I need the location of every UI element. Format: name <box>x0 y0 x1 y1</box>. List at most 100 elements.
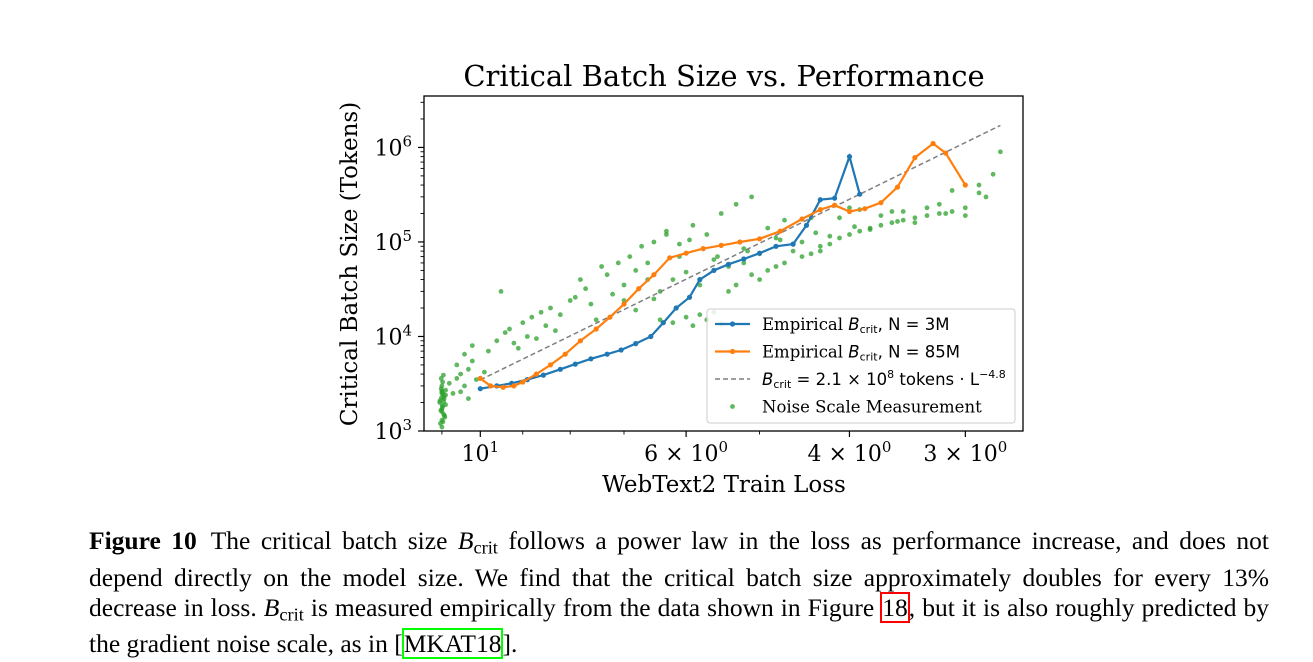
legend: Empirical Bcrit, N = 3M Empirical Bcrit, … <box>706 308 1016 424</box>
noise-scale-point <box>502 330 508 335</box>
y-tick-label: 105 <box>374 227 412 256</box>
caption-text-1: The critical batch size <box>210 526 458 555</box>
series-point <box>718 242 724 248</box>
citation-link[interactable]: MKAT18 <box>401 628 504 660</box>
noise-scale-point <box>670 277 676 282</box>
chart-marks <box>437 124 1003 430</box>
noise-scale-point <box>749 194 754 200</box>
noise-scale-point <box>749 272 754 278</box>
noise-scale-point <box>683 314 689 320</box>
noise-scale-point <box>578 277 583 282</box>
chart-title: Critical Batch Size vs. Performance <box>463 59 984 93</box>
x-axis-label: WebText2 Train Loss <box>602 472 846 498</box>
noise-scale-point <box>912 215 918 221</box>
series-point <box>846 154 853 160</box>
noise-scale-point <box>599 264 604 269</box>
figure-reference-link[interactable]: 18 <box>880 591 910 623</box>
noise-scale-point <box>733 282 739 288</box>
series-point <box>697 277 703 283</box>
series-point <box>773 243 779 249</box>
series-point <box>557 366 563 372</box>
series-point <box>817 197 823 203</box>
noise-scale-point <box>670 320 676 326</box>
noise-scale-point <box>847 205 852 211</box>
noise-scale-point <box>651 239 657 245</box>
noise-scale-point <box>799 254 805 259</box>
axis-ticks: 103 104 105 106 101 6 × 100 4 × 100 3 × 100 <box>374 101 1007 467</box>
noise-scale-point <box>799 239 805 245</box>
noise-scale-point <box>949 209 955 214</box>
series-point <box>912 155 918 161</box>
caption-label: Figure 10 <box>89 526 197 555</box>
noise-scale-point <box>466 396 471 401</box>
noise-scale-point <box>572 294 578 300</box>
noise-scale-point <box>657 317 663 323</box>
noise-scale-point <box>454 362 460 368</box>
noise-scale-point <box>534 336 539 341</box>
noise-scale-point <box>715 254 720 259</box>
noise-scale-point <box>621 282 627 288</box>
noise-scale-point <box>507 326 512 332</box>
noise-scale-point <box>813 230 819 236</box>
noise-scale-point <box>440 419 446 425</box>
series-b-crit-2-1-10-8-tokens-l-4-8 <box>479 124 1001 381</box>
noise-scale-point <box>733 201 739 207</box>
series-point <box>700 246 706 252</box>
noise-scale-point <box>741 246 747 252</box>
noise-scale-point <box>878 213 884 219</box>
noise-scale-point <box>486 348 491 354</box>
noise-scale-point <box>889 220 895 226</box>
series-point <box>741 256 747 262</box>
series-point <box>943 150 949 156</box>
noise-scale-point <box>983 194 989 200</box>
noise-scale-point <box>690 222 696 228</box>
noise-scale-point <box>976 182 982 188</box>
noise-scale-point <box>847 232 852 237</box>
noise-scale-point <box>520 320 526 326</box>
noise-scale-point <box>900 217 906 223</box>
series-point <box>562 351 568 357</box>
plot-frame <box>423 95 1024 432</box>
noise-scale-point <box>664 232 669 237</box>
legend-item: Noise Scale Measurement <box>730 398 982 417</box>
power-law-fit-line <box>479 124 1001 381</box>
series-point <box>846 208 853 215</box>
noise-scale-point <box>651 296 657 302</box>
noise-scale-point <box>962 205 968 211</box>
caption-text-4: , but it is also roughly predicted by th… <box>89 592 1270 659</box>
noise-scale-point <box>765 268 771 273</box>
y-tick-label: 104 <box>374 321 412 350</box>
noise-scale-point <box>615 260 621 266</box>
noise-scale-point <box>469 358 475 364</box>
noise-scale-point <box>962 213 968 219</box>
noise-scale-point <box>469 343 475 348</box>
noise-scale-point <box>677 241 682 247</box>
noise-scale-point <box>454 376 460 381</box>
noise-scale-point <box>610 291 615 297</box>
noise-scale-point <box>511 340 517 346</box>
noise-scale-point <box>757 277 762 282</box>
noise-scale-point <box>439 388 445 394</box>
noise-scale-point <box>827 233 833 239</box>
noise-scale-point <box>777 237 783 243</box>
noise-scale-point <box>936 201 942 207</box>
series-point <box>577 338 584 344</box>
series-point <box>757 250 763 256</box>
caption-text-3: is measured empirically from the data sh… <box>303 592 882 622</box>
noise-scale-point <box>912 220 918 226</box>
noise-scale-point <box>473 377 479 382</box>
noise-scale-point <box>827 241 833 247</box>
series-point <box>777 228 783 234</box>
caption-bcrit-2: Bcrit <box>263 592 304 625</box>
legend-item: Empirical Bcrit, N = 3M <box>715 315 949 336</box>
noise-scale-point <box>639 243 644 249</box>
noise-scale-point <box>466 366 471 372</box>
legend-box <box>706 308 1016 424</box>
noise-scale-point <box>943 211 949 216</box>
noise-scale-point <box>443 387 448 393</box>
noise-scale-point <box>718 211 724 216</box>
noise-scale-point <box>976 190 982 196</box>
noise-scale-point <box>924 205 930 211</box>
series-point <box>520 379 526 385</box>
noise-scale-point <box>664 228 669 234</box>
